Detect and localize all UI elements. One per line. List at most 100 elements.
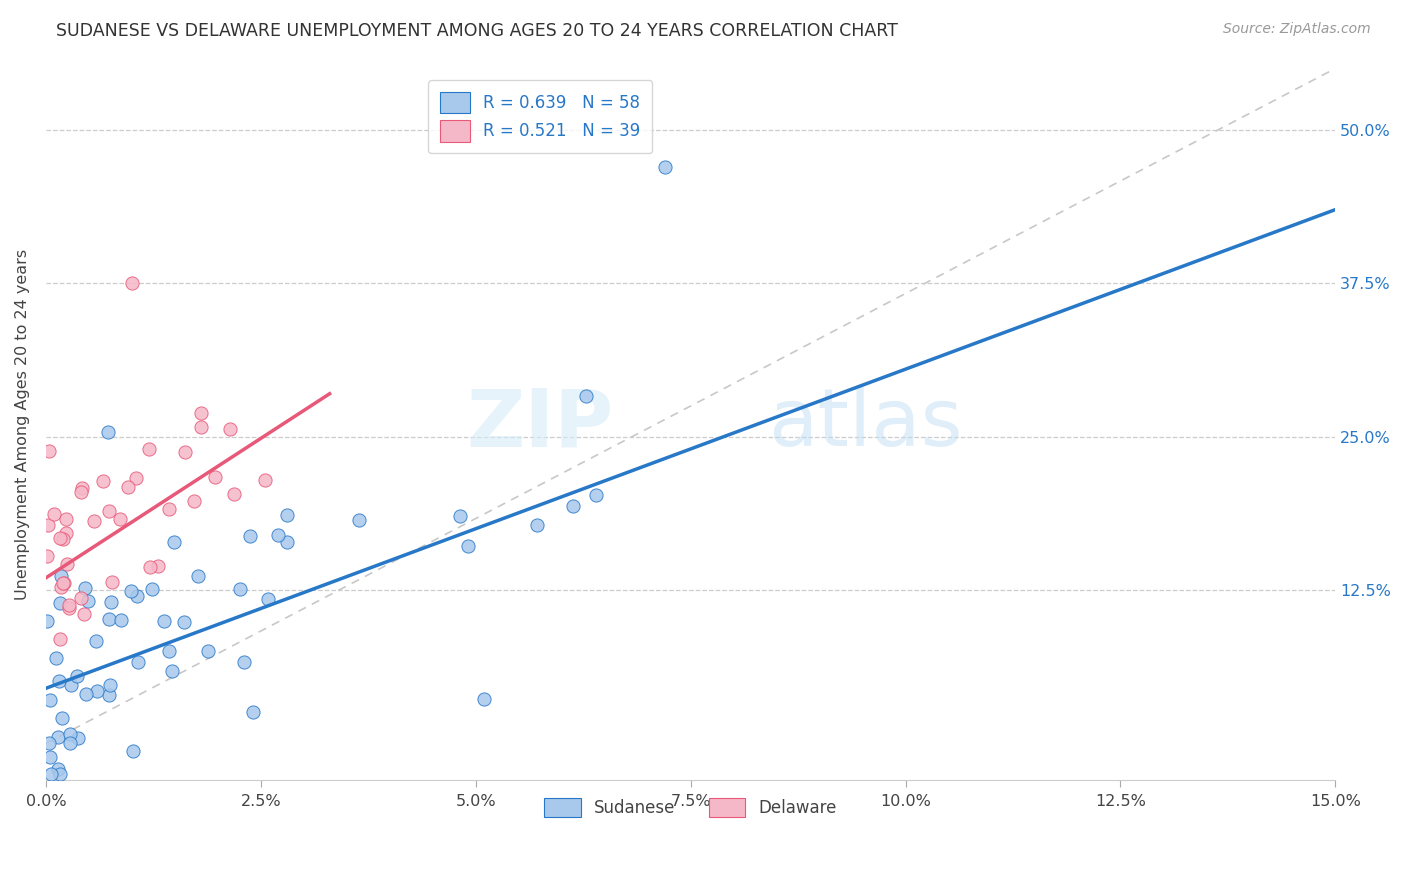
Point: [190, 406, 212, 420]
Point: [59, 736, 82, 750]
Point: [49, 632, 72, 647]
Point: [37, 614, 59, 628]
Point: [53, 576, 76, 591]
Point: [526, 517, 548, 532]
Point: [59, 678, 82, 692]
Point: [86, 683, 108, 698]
Point: [76, 594, 98, 608]
Point: [66, 668, 89, 682]
Text: Source: ZipAtlas.com: Source: ZipAtlas.com: [1223, 22, 1371, 37]
Point: [141, 582, 163, 597]
Legend: Sudanese, Delaware: Sudanese, Delaware: [536, 789, 845, 825]
Point: [70, 481, 93, 495]
Point: [276, 534, 298, 549]
Point: [70, 591, 93, 606]
Point: [239, 529, 262, 543]
Text: ZIP: ZIP: [465, 385, 613, 464]
Point: [146, 558, 169, 573]
Point: [38, 444, 60, 458]
Point: [58, 600, 80, 615]
Point: [449, 509, 471, 524]
Point: [173, 615, 195, 629]
Point: [222, 487, 245, 501]
Point: [56, 557, 79, 571]
Point: [190, 419, 212, 434]
Point: [67, 731, 90, 746]
Point: [38, 693, 60, 707]
Point: [276, 508, 298, 522]
Point: [138, 442, 160, 457]
Point: [49, 580, 72, 594]
Point: [97, 688, 120, 702]
Point: [69, 484, 91, 499]
Point: [157, 643, 180, 657]
Point: [233, 655, 256, 669]
Point: [97, 504, 120, 518]
Text: atlas: atlas: [768, 385, 962, 464]
Point: [73, 581, 96, 595]
Point: [125, 589, 148, 603]
Point: [575, 388, 598, 402]
Point: [59, 727, 82, 741]
Point: [562, 499, 585, 513]
Point: [37, 549, 59, 563]
Point: [122, 744, 145, 758]
Point: [139, 559, 162, 574]
Point: [52, 533, 75, 547]
Point: [654, 160, 676, 174]
Point: [49, 596, 72, 610]
Point: [52, 575, 75, 590]
Point: [49, 531, 72, 545]
Point: [127, 656, 149, 670]
Point: [585, 488, 607, 502]
Point: [97, 425, 120, 439]
Point: [117, 480, 139, 494]
Point: [51, 568, 73, 582]
Point: [42, 507, 65, 521]
Point: [267, 528, 290, 542]
Point: [256, 591, 278, 606]
Point: [157, 501, 180, 516]
Point: [98, 612, 121, 626]
Point: [51, 711, 73, 725]
Text: SUDANESE VS DELAWARE UNEMPLOYMENT AMONG AGES 20 TO 24 YEARS CORRELATION CHART: SUDANESE VS DELAWARE UNEMPLOYMENT AMONG …: [56, 22, 898, 40]
Point: [48, 674, 70, 689]
Point: [73, 607, 96, 621]
Point: [108, 512, 131, 526]
Point: [46, 730, 69, 744]
Point: [38, 736, 60, 750]
Point: [253, 473, 276, 487]
Point: [55, 526, 77, 541]
Point: [349, 513, 371, 527]
Point: [84, 633, 107, 648]
Point: [45, 651, 67, 665]
Point: [174, 445, 197, 459]
Point: [49, 767, 72, 781]
Point: [229, 582, 252, 596]
Point: [83, 514, 105, 528]
Point: [219, 422, 242, 436]
Point: [75, 687, 97, 701]
Point: [163, 535, 186, 549]
Point: [46, 762, 69, 776]
Point: [39, 750, 62, 764]
Point: [121, 277, 143, 291]
Point: [457, 539, 479, 553]
Point: [242, 705, 264, 719]
Point: [197, 643, 219, 657]
Point: [162, 665, 184, 679]
Point: [39, 767, 62, 781]
Point: [187, 568, 209, 582]
Point: [100, 594, 122, 608]
Point: [204, 470, 226, 484]
Point: [152, 614, 174, 628]
Point: [93, 474, 115, 488]
Point: [120, 583, 142, 598]
Point: [110, 613, 132, 627]
Point: [58, 599, 80, 613]
Point: [55, 511, 77, 525]
Point: [101, 575, 124, 590]
Point: [183, 494, 205, 508]
Point: [472, 691, 495, 706]
Point: [37, 518, 59, 533]
